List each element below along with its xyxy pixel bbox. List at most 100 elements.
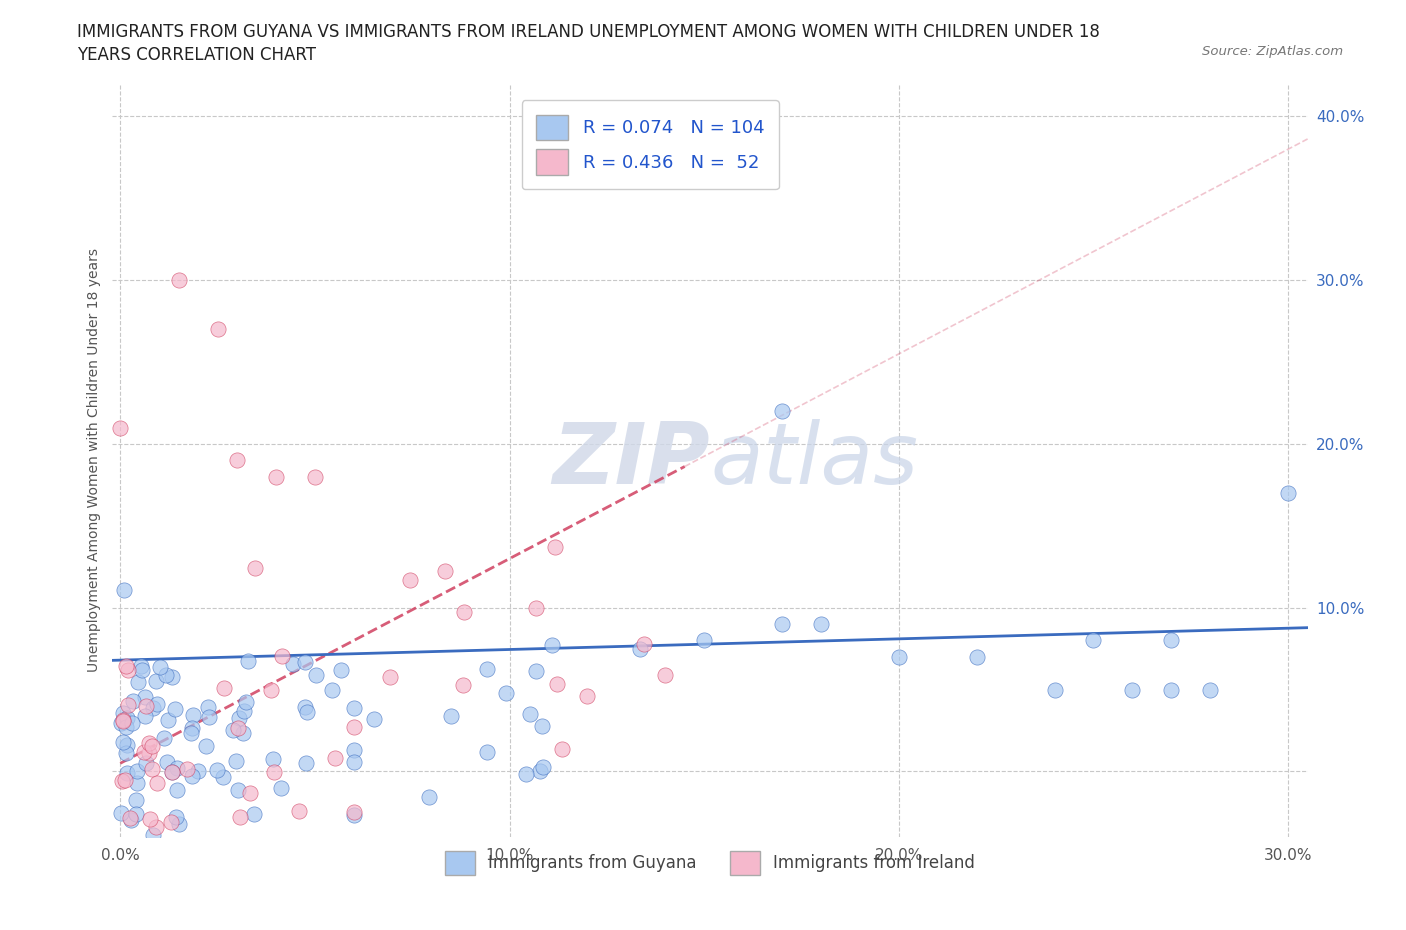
Point xyxy=(343,742,366,757)
Point xyxy=(142,700,165,715)
Point xyxy=(529,764,551,778)
Point xyxy=(205,762,228,777)
Point xyxy=(451,677,474,692)
Point xyxy=(378,670,401,684)
Point xyxy=(162,764,184,779)
Point xyxy=(418,790,440,804)
Point xyxy=(167,272,190,287)
Point xyxy=(770,404,793,418)
Point xyxy=(114,773,136,788)
Point xyxy=(112,735,135,750)
Point xyxy=(524,663,547,678)
Point xyxy=(160,815,183,830)
Point xyxy=(270,780,292,795)
Point xyxy=(114,658,136,673)
Point xyxy=(633,636,655,651)
Point xyxy=(887,649,910,664)
Point xyxy=(1121,683,1143,698)
Point xyxy=(176,762,198,777)
Point xyxy=(141,738,163,753)
Text: ZIP: ZIP xyxy=(553,418,710,502)
Point xyxy=(770,617,793,631)
Point xyxy=(343,754,366,769)
Point xyxy=(243,806,266,821)
Point xyxy=(162,764,184,779)
Point xyxy=(575,688,598,703)
Point xyxy=(226,453,249,468)
Point xyxy=(111,774,134,789)
Point xyxy=(453,604,475,619)
Point xyxy=(271,648,294,663)
Point xyxy=(117,711,139,725)
Point xyxy=(120,813,142,828)
Point xyxy=(399,573,422,588)
Point xyxy=(112,583,135,598)
Point xyxy=(1277,485,1299,500)
Point xyxy=(121,716,143,731)
Point xyxy=(531,718,554,733)
Point xyxy=(167,817,190,831)
Point xyxy=(475,661,498,676)
Point xyxy=(524,600,547,615)
Point xyxy=(239,786,262,801)
Point xyxy=(343,719,366,734)
Point xyxy=(142,828,165,843)
Point xyxy=(305,667,328,682)
Point xyxy=(294,699,316,714)
Point xyxy=(157,712,180,727)
Point xyxy=(194,738,217,753)
Point xyxy=(263,765,285,780)
Point xyxy=(329,662,352,677)
Point xyxy=(197,699,219,714)
Point xyxy=(434,564,457,578)
Point xyxy=(343,804,366,819)
Point xyxy=(134,868,156,883)
Point xyxy=(135,755,157,770)
Point xyxy=(1160,633,1182,648)
Point xyxy=(153,731,176,746)
Point xyxy=(125,776,148,790)
Point xyxy=(540,637,562,652)
Point xyxy=(810,617,832,631)
Point xyxy=(546,677,568,692)
Point xyxy=(363,711,385,726)
Point xyxy=(135,699,157,714)
Point xyxy=(180,768,202,783)
Point xyxy=(343,700,366,715)
Point xyxy=(212,769,235,784)
Point xyxy=(163,701,186,716)
Point xyxy=(1043,683,1066,698)
Point xyxy=(1160,683,1182,698)
Point xyxy=(142,867,165,882)
Point xyxy=(693,633,716,648)
Text: IMMIGRANTS FROM GUYANA VS IMMIGRANTS FROM IRELAND UNEMPLOYMENT AMONG WOMEN WITH : IMMIGRANTS FROM GUYANA VS IMMIGRANTS FRO… xyxy=(77,23,1101,41)
Point xyxy=(519,707,541,722)
Point xyxy=(187,764,209,778)
Point xyxy=(111,706,134,721)
Point xyxy=(125,793,148,808)
Point xyxy=(132,745,155,760)
Point xyxy=(111,714,134,729)
Point xyxy=(155,668,177,683)
Point xyxy=(115,746,138,761)
Point xyxy=(117,698,139,712)
Point xyxy=(149,659,172,674)
Point xyxy=(222,723,245,737)
Point xyxy=(115,719,138,734)
Point xyxy=(297,705,319,720)
Point xyxy=(131,662,153,677)
Point xyxy=(127,674,149,689)
Point xyxy=(304,470,326,485)
Y-axis label: Unemployment Among Women with Children Under 18 years: Unemployment Among Women with Children U… xyxy=(87,248,101,672)
Point xyxy=(495,685,517,700)
Point xyxy=(181,707,204,722)
Point xyxy=(294,654,316,669)
Point xyxy=(225,753,247,768)
Point xyxy=(440,709,463,724)
Text: atlas: atlas xyxy=(710,418,918,502)
Point xyxy=(236,654,259,669)
Point xyxy=(110,805,132,820)
Point xyxy=(122,694,145,709)
Point xyxy=(162,670,184,684)
Point xyxy=(288,804,311,818)
